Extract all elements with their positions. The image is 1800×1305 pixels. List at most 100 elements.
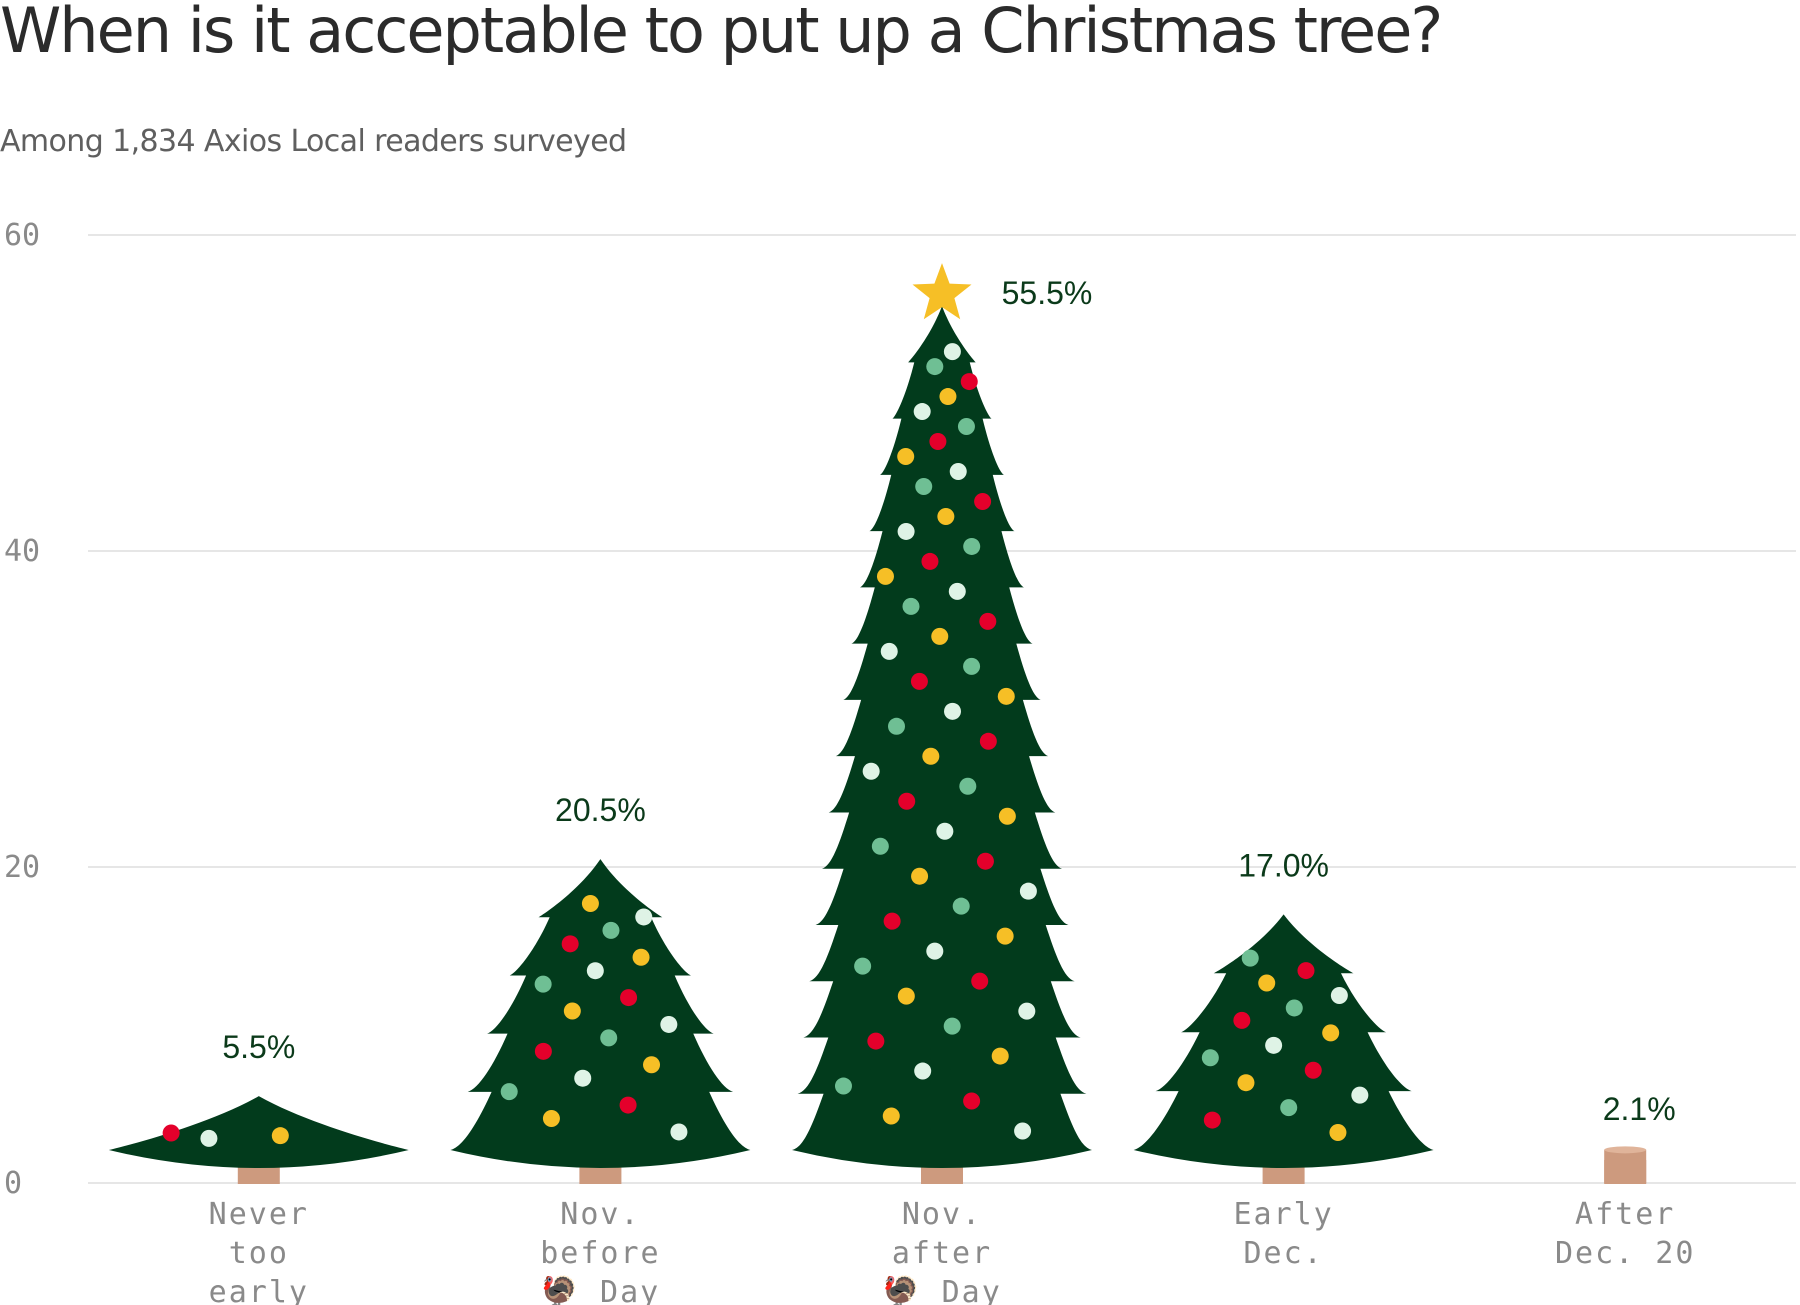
ornament: [1203, 1111, 1221, 1129]
chart-title: When is it acceptable to put up a Christ…: [0, 0, 1443, 67]
ornament: [561, 935, 579, 953]
ornament: [936, 822, 954, 840]
category-label: Early Dec.: [1233, 1197, 1333, 1271]
x-axis-categories: Never too early Nov. before 🦃 Day Nov. after 🦃 D…: [209, 1197, 1694, 1305]
ornament: [574, 1069, 592, 1087]
category-label: Nov. after 🦃 Day: [882, 1197, 1002, 1305]
ornament: [943, 343, 961, 361]
ornament: [563, 1002, 581, 1020]
ornament: [926, 358, 944, 376]
ornament: [976, 852, 994, 870]
star-icon: [912, 263, 972, 320]
tree-bar: [1133, 914, 1434, 1168]
ornament: [632, 948, 650, 966]
y-tick-label: 20: [4, 850, 40, 885]
ornament: [876, 567, 894, 585]
ornament: [1351, 1086, 1369, 1104]
tree-stump: [1604, 1149, 1647, 1183]
ornament: [586, 962, 604, 980]
ornament: [937, 507, 955, 525]
ornament: [1201, 1049, 1219, 1067]
ornament: [943, 1017, 961, 1035]
ornament: [897, 987, 915, 1005]
ornament: [1297, 962, 1315, 980]
ornament: [963, 657, 981, 675]
ornament: [534, 975, 552, 993]
stump-ring: [1604, 1146, 1647, 1154]
chart-subtitle: Among 1,834 Axios Local readers surveyed: [0, 124, 627, 159]
bars: [108, 263, 1647, 1184]
ornament: [929, 433, 947, 451]
category-label: Never too early: [209, 1197, 309, 1305]
ornament: [921, 552, 939, 570]
ornament: [939, 388, 957, 406]
ornament: [974, 492, 992, 510]
ornament: [887, 717, 905, 735]
ornament: [600, 1029, 618, 1047]
ornament: [635, 908, 653, 926]
ornament: [534, 1042, 552, 1060]
tree-bar: [450, 859, 751, 1168]
y-tick-label: 0: [4, 1166, 22, 1201]
ornament: [542, 1110, 560, 1128]
ornament: [1237, 1074, 1255, 1092]
ornament: [898, 792, 916, 810]
ornament: [897, 448, 915, 466]
ornament: [670, 1123, 688, 1141]
ornament: [619, 1096, 637, 1114]
ornament: [500, 1083, 518, 1101]
ornament: [660, 1015, 678, 1033]
ornament: [952, 897, 970, 915]
ornament: [162, 1124, 180, 1142]
ornament: [1019, 882, 1037, 900]
ornament: [1280, 1099, 1298, 1117]
ornament: [602, 921, 620, 939]
ornament: [1330, 986, 1348, 1004]
ornament: [922, 747, 940, 765]
y-axis-ticks: 0 20 40 60: [4, 218, 40, 1201]
ornament: [581, 895, 599, 913]
ornament: [963, 1092, 981, 1110]
data-label: 55.5%: [1002, 275, 1093, 311]
ornament: [1285, 999, 1303, 1017]
ornament: [911, 867, 929, 885]
data-label: 20.5%: [555, 792, 646, 828]
ornament: [963, 537, 981, 555]
ornament: [998, 807, 1016, 825]
ornament: [882, 1107, 900, 1125]
tree-bar: [792, 306, 1092, 1169]
ornament: [867, 1032, 885, 1050]
ornament: [1241, 949, 1259, 967]
ornament: [913, 403, 931, 421]
ornament: [979, 612, 997, 630]
ornament: [200, 1129, 218, 1147]
ornament: [1265, 1036, 1283, 1054]
data-label: 17.0%: [1238, 847, 1329, 883]
ornament: [620, 989, 638, 1007]
ornament: [979, 732, 997, 750]
ornament: [854, 957, 872, 975]
ornament: [883, 912, 901, 930]
ornament: [914, 1062, 932, 1080]
ornament: [971, 972, 989, 990]
ornament: [991, 1047, 1009, 1065]
ornament: [1233, 1011, 1251, 1029]
ornament: [1322, 1024, 1340, 1042]
category-label: Nov. before 🦃 Day: [540, 1197, 660, 1305]
y-tick-label: 60: [4, 218, 40, 253]
ornament: [1304, 1061, 1322, 1079]
ornament: [997, 687, 1015, 705]
data-labels: 5.5% 20.5% 55.5% 17.0% 2.1%: [222, 275, 1675, 1127]
ornament: [880, 642, 898, 660]
tree-bar: [108, 1096, 409, 1168]
ornament: [960, 373, 978, 391]
ornament: [931, 627, 949, 645]
ornament: [271, 1127, 289, 1145]
ornament: [643, 1056, 661, 1074]
ornament: [910, 672, 928, 690]
ornament: [1018, 1002, 1036, 1020]
ornament: [944, 702, 962, 720]
ornament: [948, 582, 966, 600]
ornament: [1258, 974, 1276, 992]
